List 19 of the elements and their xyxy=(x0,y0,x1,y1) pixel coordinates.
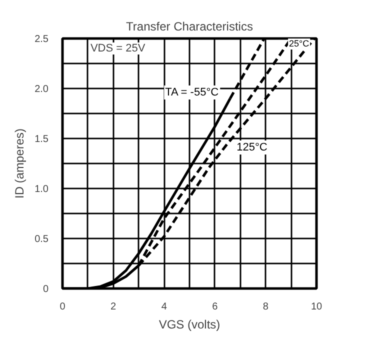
x-tick-label: 4 xyxy=(161,302,168,312)
x-tick-label: 2 xyxy=(110,302,117,312)
y-tick-label: 1.5 xyxy=(34,134,49,145)
x-tick-label: 8 xyxy=(262,302,269,312)
x-tick-label: 6 xyxy=(212,302,218,312)
x-tick-label: 10 xyxy=(310,302,322,312)
annotation: VDS = 25V xyxy=(90,42,146,54)
chart-title: Transfer Characteristics xyxy=(126,20,253,34)
y-axis-title: ID (amperes) xyxy=(12,128,27,199)
y-tick-label: 2.0 xyxy=(34,84,49,95)
x-axis-title: VGS (volts) xyxy=(158,318,220,332)
y-tick-label: 0.5 xyxy=(34,234,49,245)
series-label: 25°C xyxy=(289,38,310,48)
y-tick-label: 1.0 xyxy=(34,184,49,195)
y-tick-label: 2.5 xyxy=(34,34,49,45)
series-label: 125°C xyxy=(236,142,268,154)
x-tick-label: 0 xyxy=(60,302,66,312)
series-label: TA = -55°C xyxy=(165,86,219,98)
y-tick-label: 0 xyxy=(42,284,49,295)
